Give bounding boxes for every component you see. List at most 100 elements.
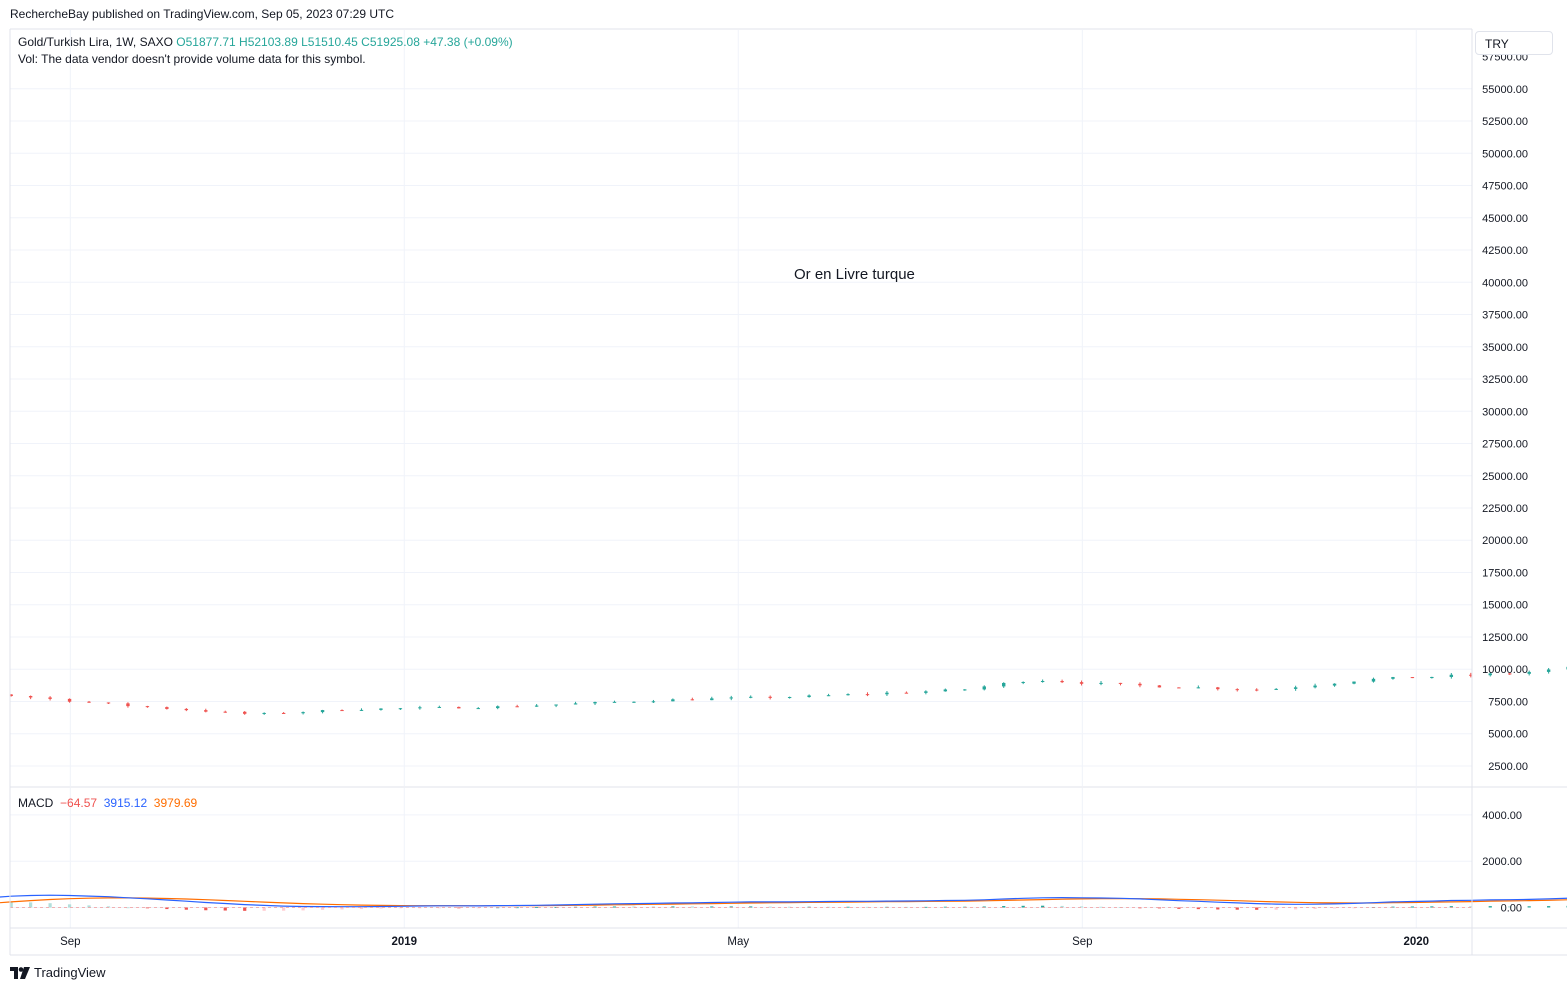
macd-hist-bar bbox=[243, 907, 247, 911]
signal-line bbox=[0, 897, 1567, 907]
candle-body bbox=[865, 694, 870, 696]
macd-hist-bar bbox=[671, 906, 675, 908]
time-axis[interactable]: Sep2019MaySep2020MaySep2021MaySep2022May… bbox=[60, 936, 1567, 948]
macd-axis[interactable]: 0.00 2000.00 4000.00 bbox=[1482, 810, 1522, 915]
macd-hist-bar bbox=[729, 906, 733, 908]
macd-hist-bar bbox=[1488, 906, 1492, 908]
macd-hist-bar bbox=[262, 907, 266, 911]
macd-hist-bar bbox=[1138, 907, 1142, 909]
candle-body bbox=[963, 689, 967, 691]
macd-hist-bar bbox=[87, 905, 91, 908]
macd-hist-bar bbox=[379, 907, 383, 909]
candle-body bbox=[904, 692, 909, 694]
candle-body bbox=[729, 697, 733, 699]
macd-hist-bar bbox=[651, 906, 656, 908]
price-tick-label: 17500.00 bbox=[1482, 567, 1528, 579]
macd-hist-bar bbox=[768, 906, 772, 908]
symbol-legend[interactable]: Gold/Turkish Lira, 1W, SAXO O51877.71 H5… bbox=[18, 35, 513, 49]
candle-body bbox=[301, 712, 305, 714]
macd-legend[interactable]: MACD −64.57 3915.12 3979.69 bbox=[18, 796, 197, 810]
legend-close: C51925.08 bbox=[361, 35, 420, 49]
macd-hist-bar bbox=[457, 907, 461, 909]
price-tick-label: 22500.00 bbox=[1482, 503, 1528, 515]
candle-body bbox=[1099, 682, 1103, 684]
tradingview-logo[interactable]: TradingView bbox=[10, 965, 106, 980]
candle-body bbox=[612, 701, 617, 703]
candle-body bbox=[982, 686, 986, 690]
candle-body bbox=[1079, 682, 1084, 684]
candle-body bbox=[281, 712, 286, 714]
candle-body bbox=[1060, 681, 1064, 683]
macd-hist-bar bbox=[846, 906, 850, 908]
macd-hist-bar bbox=[1410, 906, 1415, 908]
candle-body bbox=[437, 706, 442, 708]
publisher-line: RechercheBay published on TradingView.co… bbox=[10, 7, 395, 21]
candle-body bbox=[9, 694, 13, 697]
macd-hist-bar bbox=[1216, 907, 1220, 910]
time-tick-label: Sep bbox=[60, 936, 80, 948]
chart-frame bbox=[9, 28, 1567, 956]
candle-body bbox=[165, 707, 169, 709]
macd-hist-bar bbox=[184, 907, 188, 910]
legend-high: H52103.89 bbox=[239, 35, 298, 49]
macd-hist-bar bbox=[204, 907, 208, 911]
macd-hist-bar bbox=[632, 906, 636, 908]
price-tick-label: 15000.00 bbox=[1482, 600, 1528, 612]
candle-body bbox=[885, 692, 889, 695]
macd-hist-bar bbox=[1099, 906, 1103, 908]
macd-hist-bar bbox=[865, 906, 870, 908]
macd-hist-bar bbox=[301, 907, 305, 911]
chart-annotation[interactable]: Or en Livre turque bbox=[794, 266, 915, 283]
macd-tick-label: 2000.00 bbox=[1482, 856, 1522, 868]
macd-hist-bar bbox=[1527, 906, 1531, 908]
price-axis[interactable]: 2500.00 5000.00 7500.00 10000.00 12500.00 150… bbox=[1482, 52, 1528, 773]
currency-button[interactable]: TRY bbox=[1475, 31, 1553, 55]
macd-hist-bar bbox=[749, 906, 753, 908]
macd-hist-bar bbox=[418, 907, 422, 909]
macd-hist-value: −64.57 bbox=[60, 796, 98, 810]
candle-body bbox=[1469, 674, 1473, 676]
price-tick-label: 50000.00 bbox=[1482, 148, 1528, 160]
macd-hist-bar bbox=[1235, 907, 1239, 910]
candle-body bbox=[67, 698, 72, 702]
candle-body bbox=[924, 691, 928, 693]
macd-hist-bar bbox=[924, 906, 928, 908]
candle-body bbox=[1157, 685, 1162, 688]
macd-hist-bar bbox=[515, 907, 519, 909]
candle-body bbox=[768, 696, 772, 698]
macd-hist-bar bbox=[1021, 905, 1025, 908]
candle-body bbox=[1508, 673, 1512, 675]
candle-body bbox=[320, 710, 325, 713]
price-tick-label: 45000.00 bbox=[1482, 213, 1528, 225]
candle-body bbox=[690, 699, 695, 701]
macd-label: MACD bbox=[18, 796, 54, 810]
legend-open: O51877.71 bbox=[176, 35, 236, 49]
macd-histogram bbox=[9, 901, 1567, 911]
macd-hist-bar bbox=[1157, 907, 1162, 909]
macd-hist-bar bbox=[1508, 906, 1512, 908]
symbol-name: Gold/Turkish Lira, 1W, SAXO bbox=[18, 35, 173, 49]
macd-tick-label: 0.00 bbox=[1501, 903, 1522, 915]
candle-body bbox=[87, 701, 91, 703]
macd-hist-bar bbox=[535, 907, 539, 908]
candle-body bbox=[1546, 669, 1551, 672]
candle-body bbox=[1177, 687, 1181, 689]
candle-body bbox=[671, 699, 675, 702]
price-grid bbox=[10, 30, 1472, 786]
footer-brand: TradingView bbox=[34, 965, 106, 980]
candle-body bbox=[1293, 687, 1298, 689]
macd-hist-bar bbox=[1469, 906, 1473, 908]
candle-body bbox=[184, 708, 189, 711]
price-tick-label: 7500.00 bbox=[1488, 696, 1528, 708]
candle-body bbox=[1527, 671, 1531, 674]
price-tick-label: 12500.00 bbox=[1482, 632, 1528, 644]
macd-tick-label: 4000.00 bbox=[1482, 810, 1522, 822]
macd-hist-bar bbox=[476, 907, 480, 909]
candle-body bbox=[573, 703, 578, 705]
macd-hist-bar bbox=[126, 907, 130, 909]
candle-body bbox=[807, 695, 811, 698]
macd-hist-bar bbox=[710, 906, 714, 908]
candle-body bbox=[1040, 681, 1045, 683]
time-tick-label: 2020 bbox=[1404, 936, 1430, 948]
